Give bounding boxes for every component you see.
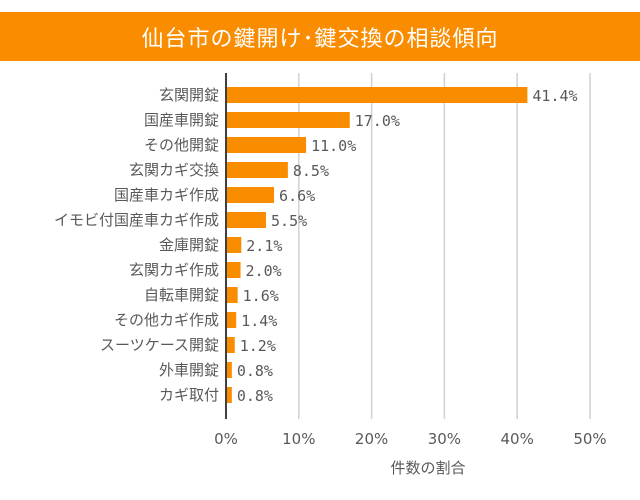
bar bbox=[226, 212, 267, 228]
category-label: 外車開錠 bbox=[159, 361, 219, 379]
data-label: 1.4% bbox=[241, 312, 277, 330]
bar bbox=[226, 112, 350, 128]
category-label: 国産車開錠 bbox=[144, 111, 219, 129]
data-label: 8.5% bbox=[293, 162, 329, 180]
data-label: 11.0% bbox=[311, 137, 356, 155]
x-tick-label: 30% bbox=[428, 430, 461, 448]
category-label: イモビ付国産車カギ作成 bbox=[54, 211, 219, 229]
data-label: 17.0% bbox=[355, 112, 400, 130]
data-label: 41.4% bbox=[532, 87, 577, 105]
category-label: スーツケース開錠 bbox=[100, 336, 219, 354]
bar bbox=[226, 162, 288, 178]
bar bbox=[226, 262, 241, 278]
bar bbox=[226, 237, 242, 253]
category-label: 金庫開錠 bbox=[159, 236, 219, 254]
data-label: 1.6% bbox=[243, 287, 279, 305]
bar bbox=[226, 137, 307, 153]
bar bbox=[226, 287, 238, 303]
category-label: その他開錠 bbox=[144, 136, 219, 154]
x-tick-label: 50% bbox=[573, 430, 606, 448]
x-tick-label: 20% bbox=[355, 430, 388, 448]
bar bbox=[226, 337, 235, 353]
data-label: 5.5% bbox=[271, 212, 307, 230]
bar bbox=[226, 312, 237, 328]
category-label: 玄関開錠 bbox=[159, 86, 219, 104]
x-tick-label: 10% bbox=[282, 430, 315, 448]
category-label: 玄関カギ交換 bbox=[129, 161, 219, 179]
bar bbox=[226, 87, 528, 103]
data-label: 1.2% bbox=[240, 337, 276, 355]
category-label: 国産車カギ作成 bbox=[114, 186, 219, 204]
x-axis-label: 件数の割合 bbox=[390, 459, 465, 477]
bar bbox=[226, 187, 275, 203]
data-label: 6.6% bbox=[279, 187, 315, 205]
bar bbox=[226, 362, 232, 378]
category-label: その他カギ作成 bbox=[114, 311, 219, 329]
category-label: 玄関カギ作成 bbox=[129, 261, 219, 279]
data-label: 0.8% bbox=[237, 362, 273, 380]
data-label: 2.0% bbox=[246, 262, 282, 280]
x-tick-label: 0% bbox=[214, 430, 238, 448]
bar bbox=[226, 387, 232, 403]
title-banner: 仙台市の鍵開け･鍵交換の相談傾向 bbox=[0, 12, 640, 61]
data-label: 2.1% bbox=[246, 237, 282, 255]
x-tick-label: 40% bbox=[501, 430, 534, 448]
category-label: カギ取付 bbox=[159, 386, 219, 404]
category-label: 自転車開錠 bbox=[144, 286, 219, 304]
data-label: 0.8% bbox=[237, 387, 273, 405]
chart-title: 仙台市の鍵開け･鍵交換の相談傾向 bbox=[141, 26, 499, 52]
